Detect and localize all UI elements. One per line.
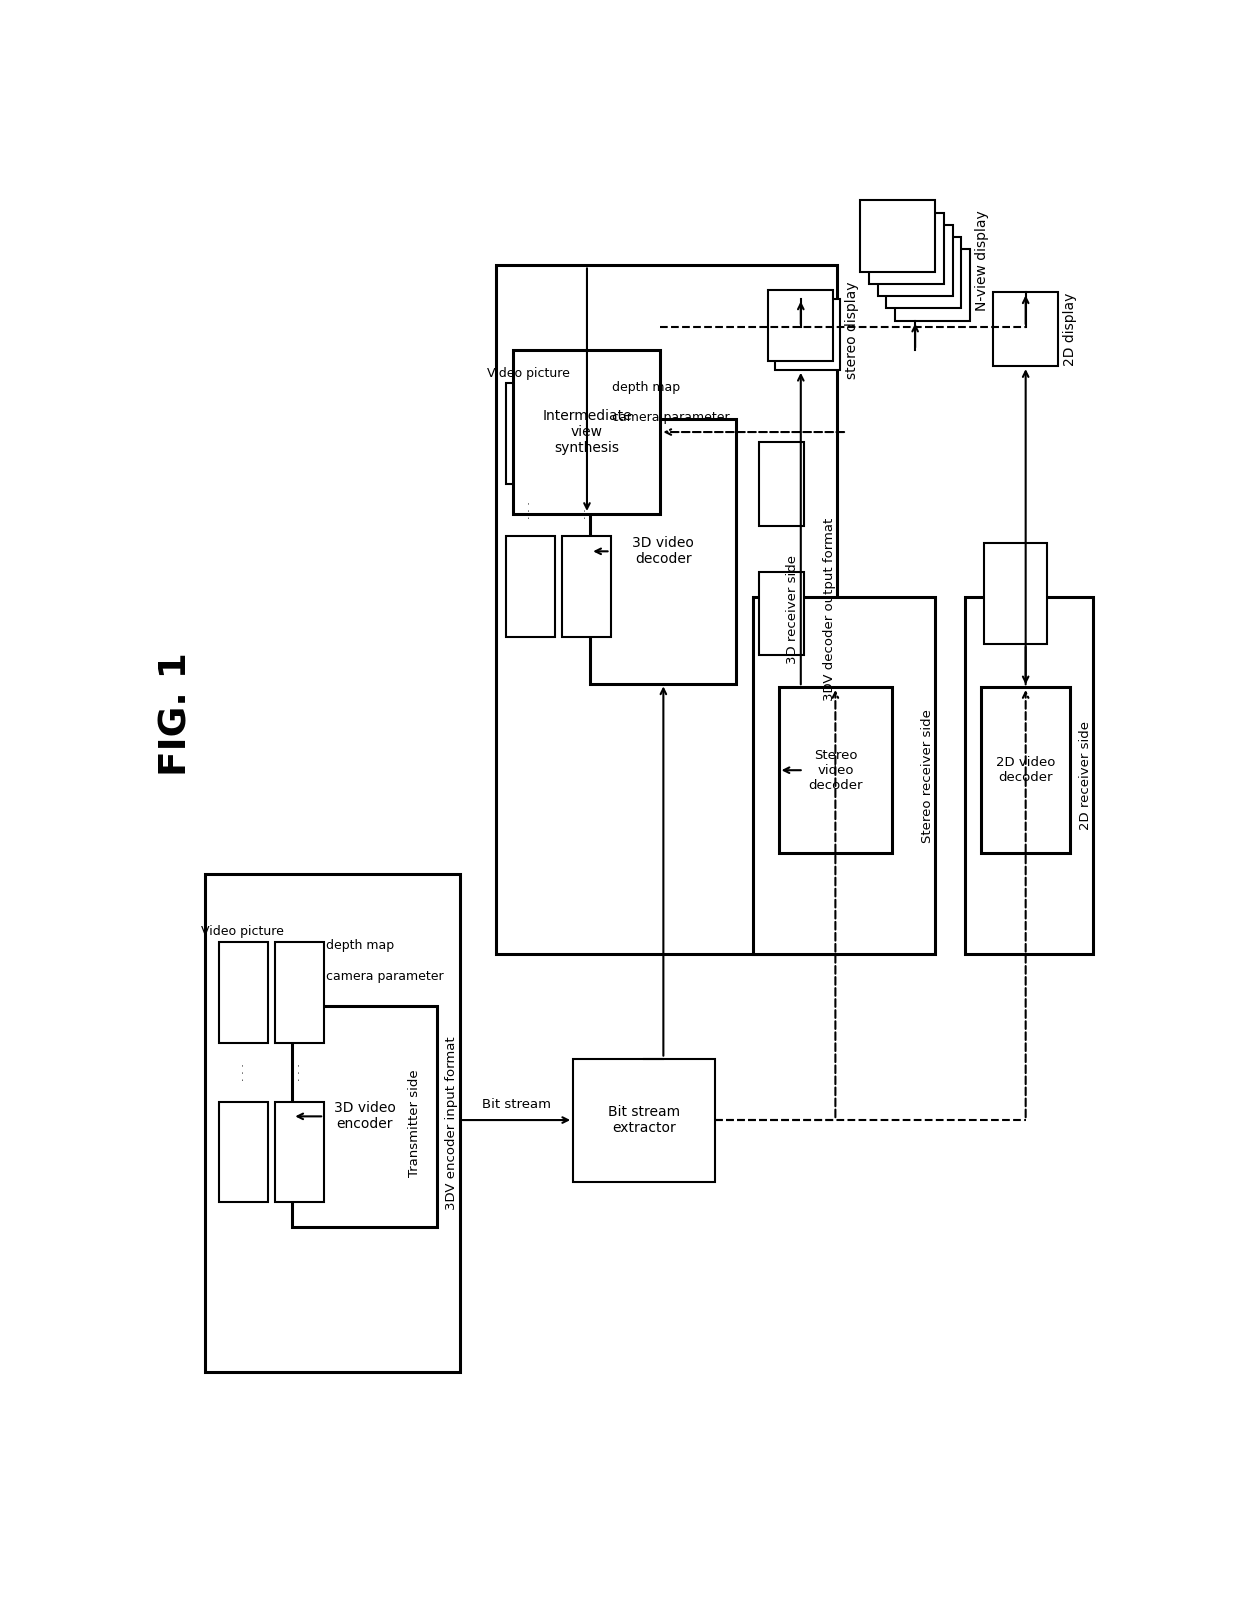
Text: Video picture: Video picture: [487, 367, 570, 380]
Bar: [759, 442, 804, 525]
Bar: [887, 236, 961, 308]
Bar: [562, 537, 610, 637]
Text: Stereo receiver side: Stereo receiver side: [921, 709, 934, 843]
Bar: [573, 1059, 715, 1182]
Text: N-view display: N-view display: [975, 211, 988, 311]
Bar: [219, 1102, 268, 1203]
Text: Transmitter side: Transmitter side: [408, 1070, 420, 1177]
Bar: [861, 200, 935, 271]
Bar: [219, 942, 268, 1043]
Bar: [768, 291, 833, 361]
Bar: [759, 572, 804, 655]
Bar: [513, 350, 661, 514]
Text: · · ·: · · ·: [295, 1064, 305, 1081]
Bar: [506, 383, 554, 484]
Text: depth map: depth map: [326, 939, 394, 952]
Bar: [275, 942, 324, 1043]
Bar: [775, 299, 841, 371]
Text: 3DV encoder input format: 3DV encoder input format: [445, 1036, 459, 1211]
Text: 2D display: 2D display: [1063, 292, 1078, 366]
Bar: [965, 597, 1092, 953]
Text: · · ·: · · ·: [239, 1064, 249, 1081]
Bar: [506, 537, 554, 637]
Bar: [982, 687, 1070, 853]
Text: FIG. 1: FIG. 1: [159, 652, 195, 776]
Text: 3D video
decoder: 3D video decoder: [632, 537, 694, 567]
Bar: [205, 874, 460, 1372]
Bar: [779, 687, 892, 853]
Bar: [878, 225, 952, 295]
Bar: [293, 1006, 436, 1226]
Text: · · ·: · · ·: [582, 501, 591, 519]
Text: Video picture: Video picture: [201, 925, 284, 939]
Text: 3DV decoder output format: 3DV decoder output format: [823, 517, 836, 701]
Text: camera parameter: camera parameter: [326, 969, 444, 982]
Bar: [590, 418, 737, 684]
Bar: [895, 249, 970, 321]
Bar: [562, 383, 610, 484]
Text: 2D receiver side: 2D receiver side: [1079, 722, 1091, 830]
Bar: [496, 265, 837, 953]
Text: 3D video
encoder: 3D video encoder: [334, 1102, 396, 1131]
Text: camera parameter: camera parameter: [613, 412, 730, 425]
Text: depth map: depth map: [613, 380, 681, 394]
Text: · · ·: · · ·: [526, 501, 536, 519]
Bar: [275, 1102, 324, 1203]
Text: 3D receiver side: 3D receiver side: [786, 556, 799, 664]
Text: 2D video
decoder: 2D video decoder: [996, 757, 1055, 784]
Text: stereo display: stereo display: [844, 281, 859, 378]
Text: Bit stream
extractor: Bit stream extractor: [608, 1105, 681, 1135]
Bar: [993, 292, 1058, 366]
Text: Stereo
video
decoder: Stereo video decoder: [808, 749, 863, 792]
Text: Intermediate
view
synthesis: Intermediate view synthesis: [542, 409, 632, 455]
Bar: [985, 543, 1047, 644]
Text: Bit stream: Bit stream: [482, 1097, 551, 1110]
Bar: [869, 212, 944, 284]
Bar: [753, 597, 935, 953]
